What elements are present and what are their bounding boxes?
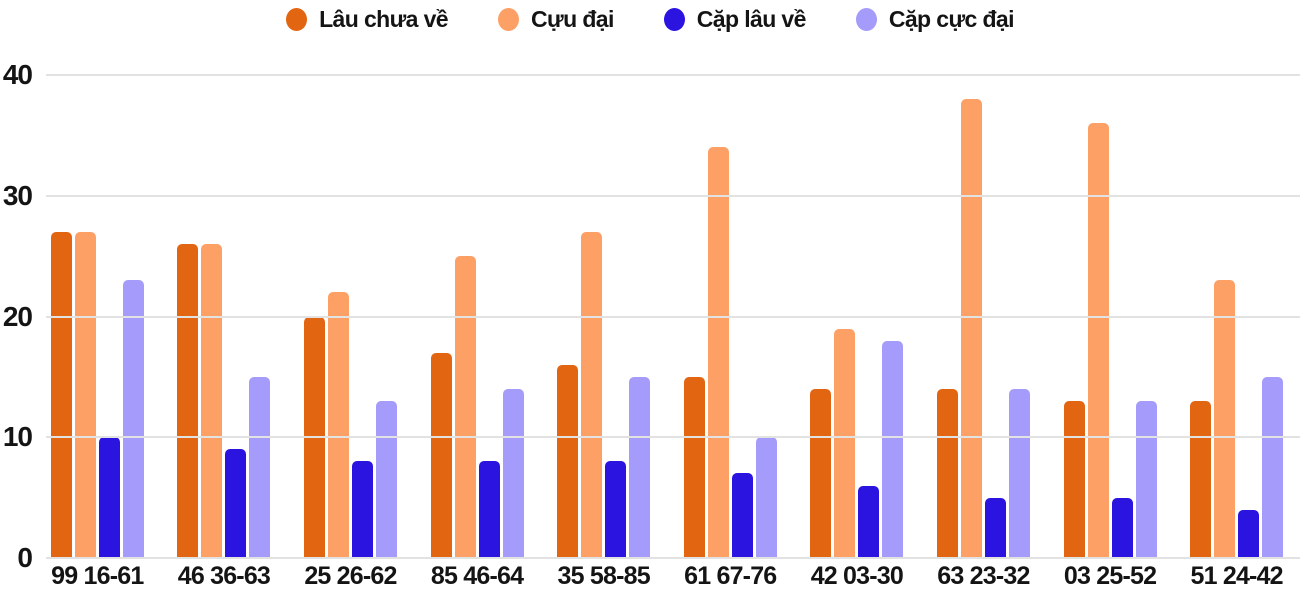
bar-group (794, 75, 921, 558)
x-axis-label: 85 46-64 (430, 562, 524, 590)
bar[interactable] (755, 437, 777, 558)
bar[interactable] (502, 388, 524, 558)
bar-group (161, 75, 288, 558)
x-axis-label: 03 25-52 (1063, 562, 1157, 590)
bar[interactable] (1008, 388, 1030, 558)
bar[interactable] (1087, 123, 1109, 558)
bar[interactable] (375, 401, 397, 558)
bar[interactable] (478, 461, 500, 558)
x-axis-label: 63 23-32 (937, 562, 1030, 590)
y-axis-label: 20 (2, 300, 33, 332)
bar[interactable] (731, 473, 753, 558)
bar[interactable] (557, 364, 579, 558)
bar[interactable] (882, 340, 904, 558)
x-axis-label: 61 67-76 (684, 562, 777, 590)
bar[interactable] (1063, 401, 1085, 558)
legend-label: Cặp lâu về (696, 6, 807, 32)
bar-group (1047, 75, 1174, 558)
gridline (46, 557, 1300, 559)
bar-group (1173, 75, 1300, 558)
x-axis-label: 51 24-42 (1190, 562, 1283, 590)
legend-label: Cặp cực đại (888, 6, 1015, 32)
legend-item[interactable]: Cựu đại (498, 6, 614, 33)
bar[interactable] (960, 99, 982, 558)
legend-swatch-circle-icon (498, 8, 520, 31)
y-axis-label: 30 (2, 179, 33, 211)
bar[interactable] (605, 461, 627, 558)
x-axis-label: 42 03-30 (810, 562, 904, 590)
bar[interactable] (327, 292, 349, 558)
bar[interactable] (707, 147, 729, 558)
bar[interactable] (581, 231, 603, 558)
legend-label: Cựu đại (531, 6, 614, 32)
bar[interactable] (683, 376, 705, 558)
legend-label: Lâu chưa về (319, 6, 449, 32)
gridline (46, 194, 1300, 197)
bar-group (34, 75, 161, 558)
bar[interactable] (50, 231, 72, 558)
bar[interactable] (834, 328, 856, 558)
y-axis-label: 10 (2, 421, 33, 453)
bar[interactable] (1214, 280, 1236, 558)
bar[interactable] (1190, 401, 1212, 558)
bar[interactable] (984, 497, 1006, 558)
legend: Lâu chưa về Cựu đại Cặp lâu về Cặp cực đại (0, 6, 1300, 33)
bar[interactable] (1262, 376, 1284, 558)
legend-item[interactable]: Cặp lâu về (663, 6, 807, 33)
plot-area (34, 74, 1300, 559)
bar[interactable] (122, 280, 144, 558)
bar[interactable] (201, 244, 223, 558)
bar-group (920, 75, 1047, 558)
bar[interactable] (858, 485, 880, 558)
bar[interactable] (177, 244, 199, 558)
bar[interactable] (454, 256, 476, 558)
legend-swatch-circle-icon (286, 8, 308, 31)
legend-item[interactable]: Lâu chưa về (286, 6, 449, 33)
bar[interactable] (629, 376, 651, 558)
bar[interactable] (1111, 497, 1133, 558)
bar[interactable] (1238, 509, 1260, 558)
gridline (46, 74, 1300, 76)
bar[interactable] (98, 437, 120, 558)
bar-group (414, 75, 541, 558)
bar[interactable] (936, 388, 958, 558)
x-axis-label: 46 36-63 (177, 562, 271, 590)
legend-swatch-circle-icon (663, 8, 685, 31)
bar[interactable] (351, 461, 373, 558)
gridline (46, 436, 1300, 439)
legend-swatch-circle-icon (855, 8, 877, 31)
bar-group (667, 75, 794, 558)
x-axis-label: 25 26-62 (304, 562, 397, 590)
bar[interactable] (810, 388, 832, 558)
bar-group (540, 75, 667, 558)
bar[interactable] (430, 352, 452, 558)
y-axis-label: 0 (17, 542, 33, 573)
bar[interactable] (249, 376, 271, 558)
bar[interactable] (225, 449, 247, 558)
x-axis-label: 99 16-61 (51, 562, 144, 590)
bar[interactable] (74, 231, 96, 558)
bar[interactable] (1135, 401, 1157, 558)
gridline (46, 315, 1300, 318)
x-axis: 99 16-61 46 36-63 25 26-62 85 46-64 35 58-85… (34, 562, 1300, 591)
x-axis-label: 35 58-85 (557, 562, 651, 590)
y-axis-label: 40 (2, 59, 33, 90)
legend-item[interactable]: Cặp cực đại (855, 6, 1015, 33)
